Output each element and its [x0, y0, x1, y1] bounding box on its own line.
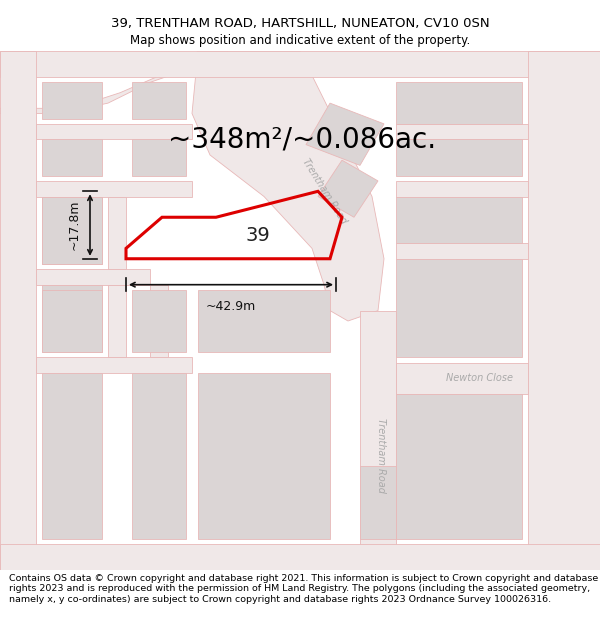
Polygon shape	[396, 243, 528, 259]
Text: Map shows position and indicative extent of the property.: Map shows position and indicative extent…	[130, 34, 470, 47]
Polygon shape	[42, 139, 102, 176]
Polygon shape	[396, 181, 528, 196]
Text: Trentham Road: Trentham Road	[300, 157, 348, 226]
Polygon shape	[42, 82, 102, 119]
Polygon shape	[198, 290, 330, 352]
Polygon shape	[42, 290, 102, 352]
Polygon shape	[0, 544, 600, 570]
Text: Contains OS data © Crown copyright and database right 2021. This information is : Contains OS data © Crown copyright and d…	[9, 574, 598, 604]
Polygon shape	[36, 269, 150, 285]
Polygon shape	[42, 285, 102, 352]
Polygon shape	[360, 311, 396, 570]
Polygon shape	[36, 124, 192, 139]
Polygon shape	[108, 196, 126, 269]
Text: Trentham Road: Trentham Road	[376, 418, 386, 493]
Polygon shape	[132, 373, 186, 539]
Polygon shape	[396, 124, 528, 139]
Polygon shape	[306, 103, 384, 166]
Polygon shape	[396, 196, 522, 243]
Polygon shape	[42, 196, 102, 264]
Polygon shape	[192, 51, 384, 321]
Polygon shape	[42, 373, 102, 539]
Polygon shape	[396, 82, 522, 124]
Polygon shape	[396, 362, 528, 394]
Polygon shape	[0, 51, 36, 570]
Text: 39: 39	[245, 226, 271, 245]
Polygon shape	[396, 259, 522, 358]
Polygon shape	[0, 51, 600, 570]
Polygon shape	[396, 139, 522, 176]
Polygon shape	[318, 160, 378, 217]
Polygon shape	[150, 285, 168, 357]
Polygon shape	[360, 466, 396, 539]
Text: 39, TRENTHAM ROAD, HARTSHILL, NUNEATON, CV10 0SN: 39, TRENTHAM ROAD, HARTSHILL, NUNEATON, …	[110, 18, 490, 30]
Text: ~348m²/~0.086ac.: ~348m²/~0.086ac.	[168, 126, 436, 153]
Polygon shape	[0, 51, 600, 77]
Polygon shape	[132, 290, 186, 352]
Polygon shape	[36, 357, 192, 373]
Polygon shape	[198, 373, 330, 539]
Polygon shape	[528, 51, 600, 570]
Polygon shape	[42, 196, 102, 264]
Polygon shape	[396, 394, 522, 539]
Polygon shape	[36, 181, 192, 196]
Text: ~17.8m: ~17.8m	[68, 200, 81, 250]
Text: Newton Close: Newton Close	[446, 373, 514, 383]
Polygon shape	[0, 51, 228, 114]
Polygon shape	[132, 82, 186, 119]
Text: ~42.9m: ~42.9m	[206, 300, 256, 313]
Polygon shape	[108, 285, 126, 357]
Polygon shape	[132, 139, 186, 176]
